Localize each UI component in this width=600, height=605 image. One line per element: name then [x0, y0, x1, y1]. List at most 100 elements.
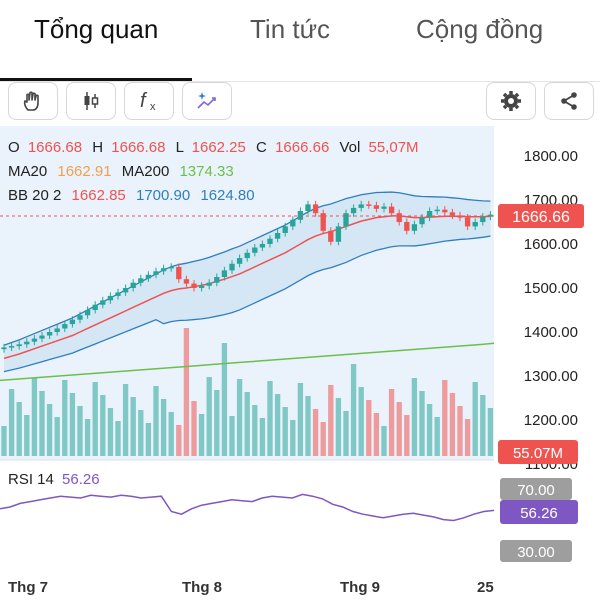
- volume-bar: [267, 381, 273, 456]
- ohlc-legend: O 1666.68 H 1666.68 L 1662.25 C 1666.66 …: [8, 139, 419, 156]
- tab-community[interactable]: Cộng đồng: [416, 14, 544, 44]
- ma-legend: MA20 1662.91 MA200 1374.33: [8, 163, 234, 180]
- volume-bar: [320, 422, 326, 456]
- price-tick-label: 1200.00: [524, 412, 578, 429]
- volume-bar: [396, 402, 402, 456]
- price-tick-label: 1800.00: [524, 148, 578, 165]
- candle-body: [267, 238, 273, 244]
- candle-body: [145, 274, 152, 279]
- volume-bar: [442, 380, 448, 456]
- chart-area[interactable]: O 1666.68 H 1666.68 L 1662.25 C 1666.66 …: [0, 126, 600, 600]
- candle-body: [297, 211, 304, 220]
- candle-body: [487, 214, 494, 217]
- time-axis-label-day: 25: [477, 579, 494, 596]
- candle-body: [62, 324, 68, 329]
- tab-overview[interactable]: Tổng quan: [34, 14, 159, 44]
- candle-body: [464, 217, 471, 227]
- volume-bar: [411, 378, 418, 456]
- candle-body: [381, 206, 387, 209]
- volume-bar: [138, 410, 144, 456]
- candle-body: [115, 292, 121, 296]
- price-axis[interactable]: 1800.001700.001600.001500.001400.001300.…: [524, 148, 578, 473]
- volume-bar: [39, 391, 45, 456]
- volume-bar: [388, 389, 395, 456]
- volume-bar: [100, 395, 106, 456]
- candle-body: [92, 304, 98, 310]
- candle-body: [252, 247, 258, 253]
- tab-news[interactable]: Tin tức: [250, 14, 331, 44]
- candle-body: [221, 270, 228, 277]
- candle-body: [312, 204, 319, 214]
- price-tick-label: 1300.00: [524, 368, 578, 385]
- candle-body: [1, 347, 7, 350]
- ma20-line: [3, 215, 491, 360]
- candle-body: [457, 215, 463, 218]
- candle-body: [46, 332, 53, 336]
- candle-body: [206, 282, 212, 286]
- candle-body: [107, 295, 114, 301]
- rsi-upper-label: 70.00: [517, 482, 555, 499]
- time-axis-label-jul: Thg 7: [8, 579, 48, 596]
- candle-body: [328, 230, 334, 242]
- ma200-path: [0, 342, 495, 382]
- candlestick-icon: [79, 89, 103, 113]
- volume-bar: [259, 418, 266, 456]
- volume-bar: [221, 343, 228, 456]
- candle-body: [39, 335, 45, 339]
- active-tab-indicator: [0, 78, 192, 81]
- volume-bar: [107, 408, 114, 456]
- volume-bar: [305, 396, 311, 456]
- volume-bar: [1, 426, 7, 456]
- candle-body: [320, 213, 326, 231]
- candle-body: [335, 226, 342, 242]
- candle-body: [373, 205, 380, 209]
- volume-bar: [130, 397, 136, 456]
- volume-bar: [92, 382, 98, 456]
- candle-body: [153, 271, 159, 275]
- volume-bar: [24, 415, 30, 456]
- last-price-badge: [498, 204, 584, 228]
- candle-body: [343, 213, 349, 227]
- candle-body: [229, 263, 235, 271]
- volume-bar: [381, 426, 387, 456]
- volume-bar: [236, 379, 243, 456]
- candle-body: [259, 244, 266, 248]
- settings-button[interactable]: [486, 82, 536, 120]
- chart-type-button[interactable]: [66, 82, 116, 120]
- candle-body: [77, 315, 83, 320]
- bb-lower-path: [3, 235, 491, 373]
- svg-text:f: f: [140, 90, 148, 112]
- price-chart[interactable]: O 1666.68 H 1666.68 L 1662.25 C 1666.66 …: [0, 126, 600, 600]
- volume-bar: [206, 377, 212, 456]
- candle-body: [31, 338, 38, 342]
- candle-body: [305, 204, 311, 211]
- volume-bar: [449, 393, 456, 456]
- candle-body: [282, 226, 288, 233]
- candle-body: [183, 279, 190, 284]
- ma200-line: [0, 342, 495, 382]
- candlesticks: [1, 200, 494, 353]
- volume-bar: [404, 415, 410, 456]
- drawing-tool-button[interactable]: [8, 82, 58, 120]
- rsi-upper-badge: [500, 478, 572, 500]
- volume-bar: [84, 419, 91, 456]
- candle-body: [122, 288, 129, 293]
- candle-body: [8, 346, 15, 348]
- volume-bar: [457, 406, 463, 456]
- tab-divider: [0, 81, 600, 82]
- candle-body: [54, 328, 60, 332]
- rsi-lower-label: 30.00: [517, 544, 555, 561]
- volume-bar: [480, 395, 486, 456]
- volume-bar: [373, 413, 380, 456]
- candle-body: [198, 285, 205, 288]
- ai-tool-button[interactable]: [182, 82, 232, 120]
- share-button[interactable]: [544, 82, 594, 120]
- candle-body: [396, 213, 402, 222]
- tab-bar: Tổng quan Tin tức Cộng đồng: [0, 0, 600, 82]
- candle-body: [244, 252, 250, 259]
- candle-body: [442, 209, 448, 213]
- volume-bar: [350, 364, 357, 456]
